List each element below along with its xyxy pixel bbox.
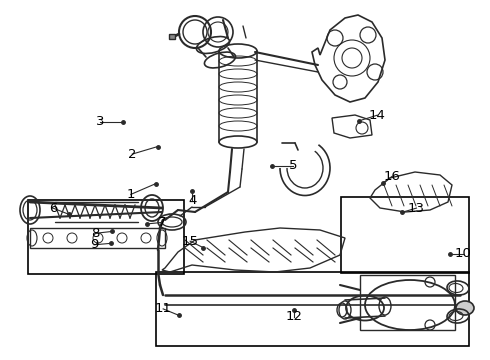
Text: 3: 3 — [96, 115, 105, 128]
Text: 6: 6 — [49, 202, 57, 215]
Text: 1: 1 — [126, 188, 135, 201]
Bar — [341, 197, 469, 273]
Text: 2: 2 — [128, 148, 137, 161]
Text: 7: 7 — [157, 216, 166, 229]
Text: 11: 11 — [155, 302, 172, 315]
Text: 10: 10 — [455, 247, 471, 260]
Text: 9: 9 — [90, 238, 98, 251]
Text: 5: 5 — [289, 159, 297, 172]
Ellipse shape — [456, 301, 474, 315]
Bar — [360, 275, 455, 330]
Text: 15: 15 — [182, 235, 198, 248]
Text: 16: 16 — [384, 170, 400, 183]
Text: 14: 14 — [369, 109, 386, 122]
Text: 8: 8 — [91, 227, 100, 240]
Text: 12: 12 — [286, 310, 302, 323]
Text: 13: 13 — [408, 202, 425, 215]
Bar — [28, 200, 184, 274]
Text: 4: 4 — [188, 194, 196, 207]
Bar — [169, 34, 175, 39]
Bar — [30, 228, 165, 248]
Bar — [156, 272, 469, 346]
